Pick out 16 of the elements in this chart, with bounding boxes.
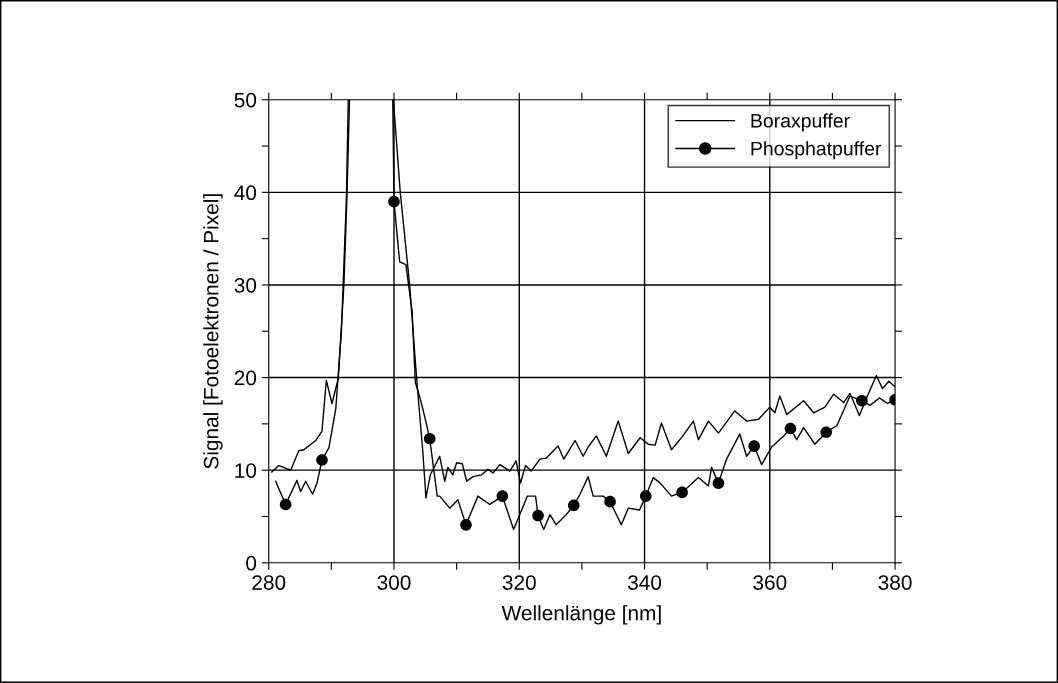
legend-label: Boraxpuffer	[751, 113, 850, 132]
y-tick-label: 40	[234, 185, 257, 201]
x-tick-label: 280	[252, 575, 286, 590]
x-tick-label: 340	[627, 575, 662, 590]
x-tick-label: 320	[502, 575, 536, 590]
y-tick-label: 50	[234, 92, 257, 108]
legend-label: Phosphatpuffer	[751, 141, 882, 160]
x-tick-label: 360	[753, 575, 787, 590]
x-tick-label: 300	[377, 575, 411, 590]
y-tick-label: 10	[235, 463, 257, 478]
x-tick-label: 380	[878, 575, 912, 590]
y-tick-label: 30	[234, 277, 257, 293]
x-axis-title: Wellenlänge [nm]	[501, 605, 661, 625]
y-tick-label: 0	[246, 555, 257, 571]
y-axis-title: Signal [Fotoelektronen / Pixel]	[203, 194, 223, 469]
y-tick-label: 20	[234, 370, 257, 386]
